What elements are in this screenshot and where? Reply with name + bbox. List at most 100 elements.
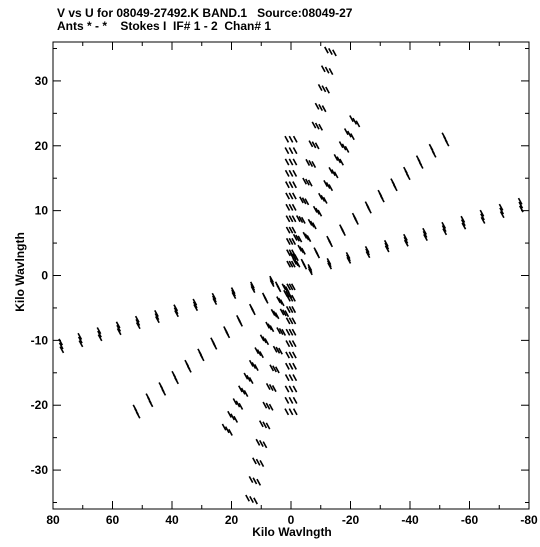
uv-point [518,201,524,209]
uv-point [116,328,122,336]
y-tick-label: -10 [31,333,49,347]
uv-point [252,457,257,465]
uv-point [460,215,466,223]
uv-point [77,336,83,344]
uv-point [290,260,296,268]
uv-point [292,408,298,416]
uv-point [352,117,358,125]
uv-point [499,207,505,215]
uv-point [284,310,290,318]
uv-point [328,67,334,75]
uv-point [308,268,313,276]
uv-point [284,135,290,143]
uv-point [301,197,307,205]
uv-point [250,285,256,293]
uv-point [248,376,254,385]
uv-point [246,374,251,382]
uv-point [499,211,505,219]
uv-point [343,128,349,136]
uv-point [288,396,294,404]
y-tick-label: 0 [41,269,48,283]
uv-point [308,159,314,167]
uv-point [274,312,280,320]
uv-point [174,377,179,385]
uv-point [285,192,291,200]
uv-point [315,251,321,259]
uv-point [250,308,256,316]
uv-point [295,260,301,268]
uv-point [288,215,294,223]
uv-point [281,283,287,291]
uv-point [276,327,282,335]
uv-point [288,135,294,143]
uv-point [403,239,409,247]
uv-point [290,283,296,291]
uv-point [269,364,275,372]
uv-point [288,328,294,336]
uv-point [135,322,141,330]
uv-point [233,415,239,423]
uv-point [225,331,231,339]
uv-point [292,169,298,177]
uv-point [312,205,318,213]
uv-point [336,156,342,164]
uv-point [78,340,84,348]
uv-point [297,235,303,243]
uv-point [288,237,294,245]
uv-point [288,340,294,348]
uv-point [405,173,411,181]
uv-point [288,203,294,211]
uv-point [254,347,260,355]
x-tick-label: -80 [520,513,538,527]
uv-point [294,254,299,262]
uv-point [115,321,121,329]
uv-point [231,292,237,300]
uv-point [263,296,269,304]
uv-point [292,385,298,393]
uv-point [295,234,300,242]
uv-point [211,295,217,303]
uv-point [480,216,486,224]
uv-point [331,169,336,177]
uv-point [285,351,291,359]
uv-point [285,181,290,189]
uv-point [96,327,102,335]
uv-point [255,438,261,446]
uv-point [235,400,241,408]
uv-point [77,332,83,340]
uv-point [228,428,233,436]
uv-point [259,440,264,448]
uv-point [174,310,179,318]
uv-point [256,349,262,357]
uv-point [278,347,283,355]
uv-point [288,317,294,325]
uv-point [255,458,261,466]
uv-point [193,304,199,312]
uv-point [444,139,450,147]
uv-point [418,161,424,169]
uv-point [192,301,198,309]
uv-point [325,182,331,190]
uv-point [292,257,297,265]
uv-point [291,192,297,200]
uv-point [135,318,141,326]
uv-point [292,147,298,155]
uv-point [252,477,258,485]
uv-point [288,283,294,291]
uv-point [116,324,122,332]
uv-point [253,497,258,505]
uv-point [302,177,308,185]
uv-point [346,254,351,262]
uv-point [282,309,287,317]
uv-point [97,330,102,338]
uv-point [288,158,294,166]
uv-point [341,143,347,151]
x-tick-label: 0 [288,513,295,527]
uv-point [154,310,159,318]
uv-point [295,215,301,223]
uv-point [288,362,294,370]
y-axis-label: Kilo Wavlngth [13,232,27,312]
uv-point [262,441,268,449]
uv-point [134,315,140,323]
